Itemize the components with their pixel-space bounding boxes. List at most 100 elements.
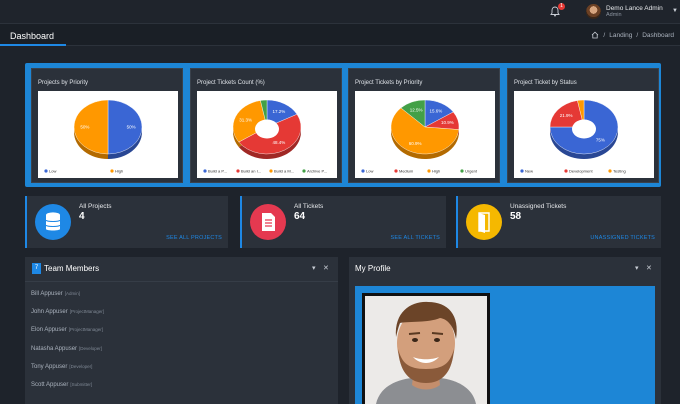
pie-slice[interactable] [549,100,585,128]
pie-slice[interactable] [73,99,109,155]
legend-label: Low [366,169,373,174]
pie-slice[interactable] [400,99,426,128]
chart-card-ticket-count: Project Tickets Count (%) 17.2% 48.4% 31.3… [190,68,342,183]
chart-plot: 75% 21.9% New Development Testing [514,91,654,178]
legend-swatch [110,169,114,173]
profile-photo [362,293,490,404]
legend-label: Low [49,169,56,174]
pie-slice[interactable] [232,100,268,143]
chart-title: Project Ticket by Status [514,80,577,86]
data-label: 75% [596,137,605,142]
data-label: 31.3% [239,117,252,122]
panel-header [349,257,661,282]
list-item[interactable]: Elon Appuser [ProjectManager] [31,327,103,333]
bell-icon[interactable] [550,6,560,17]
donut-hole [255,119,279,139]
stat-card-all-tickets: All Tickets 64 SEE ALL TICKETS [240,196,446,248]
legend-label: Medium [399,169,414,174]
member-name: Scott Appuser [31,382,69,388]
stat-value: 58 [510,211,522,222]
list-item[interactable]: John Appuser [ProjectManager] [31,309,104,315]
list-item[interactable]: Natasha Appuser [Developer] [31,346,102,352]
pie-chart[interactable]: 50% 50% Low High [38,91,178,178]
chart-card-ticket-by-status: Project Ticket by Status 75% 21.9% New Deve… [507,68,659,183]
legend-swatch [44,169,48,173]
page-title: Dashboard [10,31,55,41]
data-label: 50% [80,125,89,130]
member-name: John Appuser [31,309,68,315]
collapse-icon[interactable]: ▾ [635,265,639,272]
legend-swatch [564,169,568,173]
chart-plot: 15.6% 10.9% 60.9% 12.5% Low Medium High Urgent [355,91,495,178]
member-role: [Admin] [64,291,80,296]
chart-card-tickets-by-priority: Project Tickets by Priority 15.6% 10.9% 60… [348,68,500,183]
chart-title: Project Tickets Count (%) [197,80,265,86]
legend-swatch [427,169,431,173]
database-icon [35,204,71,240]
data-label: 50% [127,125,136,130]
page-header [0,24,680,46]
stat-label: All Projects [79,203,112,210]
legend-swatch [520,169,524,173]
donut-chart[interactable]: 75% 21.9% New Development Testing [514,91,654,178]
breadcrumb: / Landing / Dashboard [591,31,674,39]
panel-header [25,257,338,282]
panel-title: Team Members [44,264,100,273]
legend-swatch [394,169,398,173]
team-count-badge: 7 [32,263,41,274]
data-label: 60.9% [409,141,422,146]
team-members-panel: 7 Team Members ▾ ✕ Bill Appuser [Admin] J… [25,257,338,404]
member-name: Bill Appuser [31,291,63,297]
close-icon[interactable]: ✕ [323,265,329,272]
panel-title: My Profile [355,264,391,273]
pie-slice[interactable] [107,99,143,155]
member-name: Elon Appuser [31,327,67,333]
stat-value: 64 [294,211,306,222]
stat-card-all-projects: All Projects 4 SEE ALL PROJECTS [25,196,228,248]
user-name[interactable]: Demo Lance Admin [606,5,663,12]
legend-label: Testing [613,169,626,174]
breadcrumb-separator: / [603,31,606,39]
member-role: [ProjectManager] [68,327,103,332]
data-label: 10.9% [441,120,454,125]
breadcrumb-separator: / [636,31,639,39]
chart-title: Projects by Priority [38,80,89,86]
see-all-tickets-link[interactable]: SEE ALL TICKETS [390,235,440,241]
member-role: [Developer] [69,364,93,369]
donut-hole [572,119,596,139]
data-label: 48.4% [273,140,286,145]
collapse-icon[interactable]: ▾ [312,265,316,272]
member-name: Natasha Appuser [31,346,78,352]
legend-swatch [302,169,306,173]
stat-label: Unassigned Tickets [510,203,567,210]
stat-value: 4 [79,211,85,222]
pie-slice[interactable] [390,107,460,155]
legend-swatch [460,169,464,173]
legend-label: Build an I... [241,169,261,174]
notification-badge: 1 [558,3,565,10]
chart-title: Project Tickets by Priority [355,80,423,86]
legend-label: High [115,169,123,174]
legend-label: High [432,169,440,174]
chart-plot: 50% 50% Low High [38,91,178,178]
unassigned-tickets-link[interactable]: UNASSIGNED TICKETS [590,235,655,241]
list-item[interactable]: Bill Appuser [Admin] [31,291,80,297]
top-bar [0,0,680,24]
breadcrumb-landing[interactable]: Landing [609,31,633,39]
pie-chart[interactable]: 15.6% 10.9% 60.9% 12.5% Low Medium High Urgent [355,91,495,178]
see-all-projects-link[interactable]: SEE ALL PROJECTS [166,235,222,241]
list-item[interactable]: Scott Appuser [Submitter] [31,382,92,388]
data-label: 12.5% [410,108,423,113]
door-icon [466,204,502,240]
avatar[interactable] [586,4,601,19]
data-label: 15.6% [430,108,443,113]
legend-label: Archive P... [307,169,327,174]
document-icon [250,204,286,240]
donut-chart[interactable]: 17.2% 48.4% 31.3% Build a P... Build an I...… [197,91,337,178]
home-icon[interactable] [591,31,599,39]
list-item[interactable]: Tony Appuser [Developer] [31,364,92,370]
close-icon[interactable]: ✕ [646,265,652,272]
data-label: 21.9% [560,113,573,118]
member-name: Tony Appuser [31,364,68,370]
chevron-down-icon[interactable]: ▼ [672,8,678,14]
